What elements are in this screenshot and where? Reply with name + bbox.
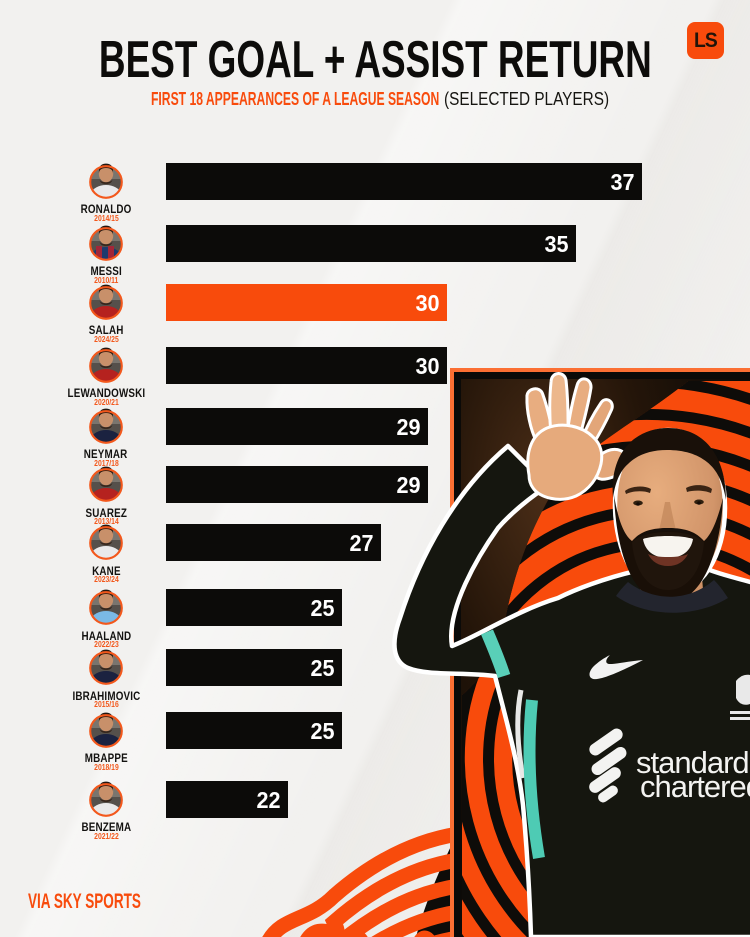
svg-text:chartered: chartered (640, 769, 750, 804)
svg-text:standard: standard (636, 745, 749, 780)
